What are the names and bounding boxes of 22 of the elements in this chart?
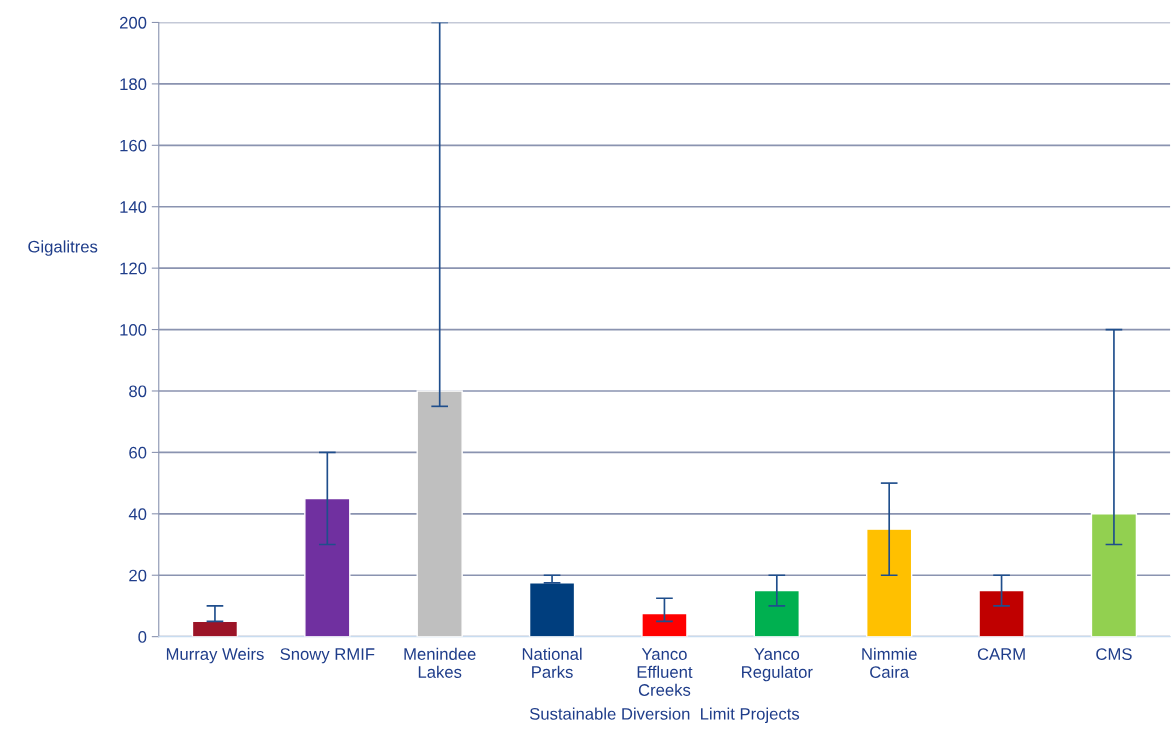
y-tick-label: 140 [120,201,147,213]
x-tick-label: National Parks [522,647,582,678]
y-tick-label: 180 [120,78,147,91]
y-tick-label: 100 [120,323,147,336]
x-tick-label: Murray Weirs [166,647,264,664]
x-tick-label: CMS [1096,648,1132,660]
x-tick-label: Yanco Regulator [742,648,813,682]
y-axis-title: Gigalitres [28,240,98,256]
y-tick-label: 60 [129,446,147,459]
y-tick-label: 20 [129,569,147,582]
y-tick-label: 200 [119,16,147,29]
x-tick-label: Snowy RMIF [280,648,375,664]
y-tick-label: 120 [120,262,147,275]
x-axis-title: Sustainable Diversion Limit Projects [529,707,800,724]
x-tick-label: Menindee Lakes [404,647,476,678]
x-tick-label: CARM [977,648,1025,660]
x-tick-label: Nimmie Caira [862,647,917,678]
y-tick-label: 160 [120,139,147,152]
y-tick-label: 0 [138,631,147,643]
y-tick-label: 40 [128,508,147,521]
x-tick-label: Yanco Effluent Creeks [637,648,693,696]
y-tick-label: 80 [129,385,147,398]
